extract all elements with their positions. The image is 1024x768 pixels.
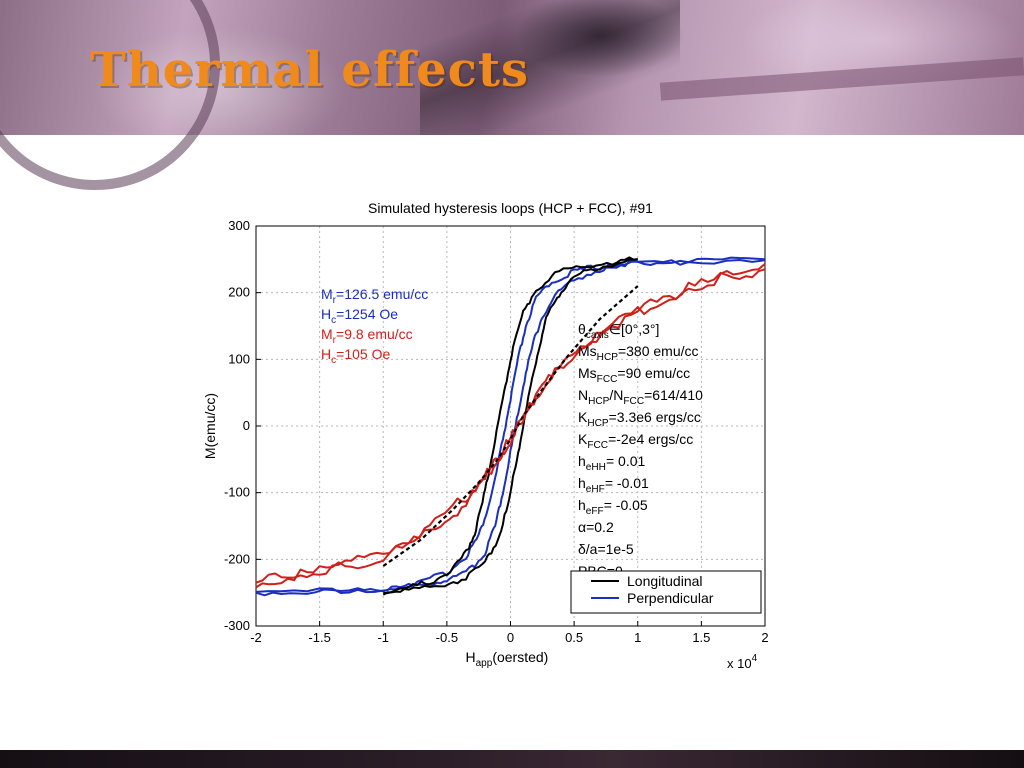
x-tick-label: 0 xyxy=(507,630,514,645)
legend-label: Perpendicular xyxy=(627,590,714,606)
y-tick-label: 100 xyxy=(228,351,250,366)
header-banner xyxy=(0,0,1024,190)
series-2-curve xyxy=(255,263,766,584)
x-axis-label: Happ(oersted) xyxy=(466,649,549,669)
plot-frame xyxy=(255,225,766,627)
banner-decoration xyxy=(420,0,680,135)
annotation-right: MsHCP=380 emu/cc xyxy=(578,343,699,363)
legend-label: Longitudinal xyxy=(627,573,703,589)
hysteresis-chart: -2 -1.5 -1 -0.5 0 0.5 1 1.5 2 300 200 100 0 -100 -200 -… xyxy=(202,200,769,671)
slide-title: Thermal effects xyxy=(90,42,530,98)
x-tick-label: -1.5 xyxy=(308,630,330,645)
y-tick-label: 0 xyxy=(243,418,250,433)
annotation-right: KHCP=3.3e6 ergs/cc xyxy=(578,409,701,429)
x-multiplier: x 104 xyxy=(727,653,758,671)
x-tick-label: -1 xyxy=(377,630,389,645)
y-tick-label: 300 xyxy=(228,218,250,233)
annotation-right: KFCC=-2e4 ergs/cc xyxy=(578,431,693,451)
chart-title: Simulated hysteresis loops (HCP + FCC), … xyxy=(368,200,653,216)
annotation-right: θcaxis∈[0°,3°] xyxy=(578,321,659,341)
annotation-right: NHCP/NFCC=614/410 xyxy=(578,387,703,407)
y-tick-label: -100 xyxy=(224,485,250,500)
annotation-left: Mr=9.8 emu/cc xyxy=(321,326,413,346)
y-tick-label: -300 xyxy=(224,618,250,633)
annotation-right: MsFCC=90 emu/cc xyxy=(578,365,690,385)
annotation-right: heHF= -0.01 xyxy=(578,475,649,495)
annotation-right: δ/a=1e-5 xyxy=(578,541,634,557)
x-tick-label: 2 xyxy=(761,630,768,645)
annotation-right: heFF= -0.05 xyxy=(578,497,648,517)
banner-decoration xyxy=(0,0,220,190)
x-tick-label: 1.5 xyxy=(692,630,710,645)
annotation-right: α=0.2 xyxy=(578,519,614,535)
x-tick-label: 1 xyxy=(634,630,641,645)
banner-decoration xyxy=(659,57,1024,101)
longitudinal-curve xyxy=(382,258,638,596)
legend-box xyxy=(570,570,762,614)
x-tick-label: 0.5 xyxy=(565,630,583,645)
annotation-left: Hc=1254 Oe xyxy=(321,306,398,326)
y-tick-label: -200 xyxy=(224,551,250,566)
x-tick-label: -0.5 xyxy=(436,630,458,645)
annotation-left: Hc=105 Oe xyxy=(321,346,390,366)
footer-strip xyxy=(0,750,1024,768)
annotation-right: heHH= 0.01 xyxy=(578,453,645,473)
x-tick-label: -2 xyxy=(250,630,262,645)
y-axis-label: M(emu/cc) xyxy=(202,393,218,459)
y-tick-label: 200 xyxy=(228,285,250,300)
longitudinal-curve xyxy=(383,256,638,595)
annotation-left: Mr=126.5 emu/cc xyxy=(321,286,428,306)
